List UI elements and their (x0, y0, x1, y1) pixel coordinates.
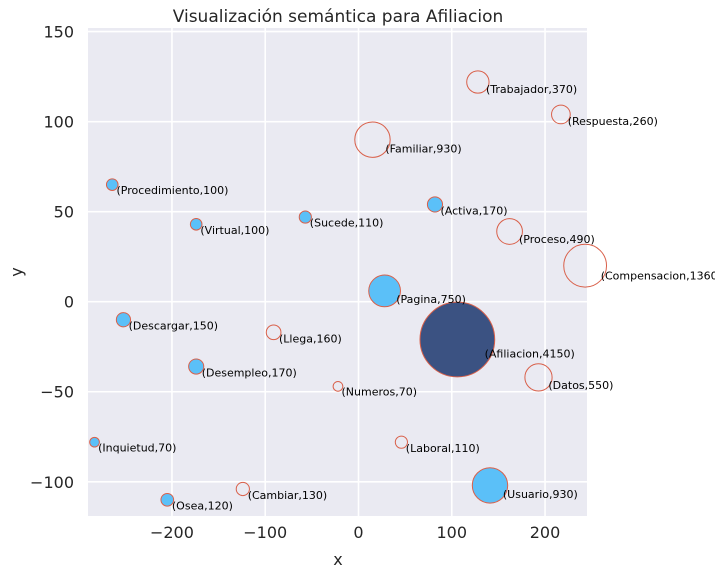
y-tick-label: −100 (30, 473, 74, 492)
data-point-activa (426, 196, 444, 213)
point-label-numeros: (Numeros,70) (342, 386, 418, 399)
x-tick-label: −100 (243, 523, 287, 542)
point-label-virtual: (Virtual,100) (200, 224, 269, 237)
y-tick-label: −50 (40, 383, 74, 402)
point-label-llega: (Llega,160) (279, 332, 342, 345)
data-point-usuario (471, 467, 509, 504)
point-label-compensacion: (Compensacion,1360) (601, 270, 715, 283)
y-tick-label: 150 (43, 23, 74, 42)
point-label-pagina: (Pagina,750) (396, 293, 466, 306)
point-label-osea: (Osea,120) (172, 500, 233, 513)
chart-title: Visualización semántica para Afiliacion (173, 7, 504, 27)
data-point-procedimiento (105, 178, 119, 191)
grid-lines (88, 28, 587, 516)
point-label-respuesta: (Respuesta,260) (568, 115, 658, 128)
x-axis-label: x (333, 550, 342, 569)
x-axis-ticks: −200 −100 0 100 200 (150, 523, 560, 542)
data-point-inquietud (89, 436, 100, 448)
data-point-llega (265, 324, 282, 341)
data-point-trabajador (466, 70, 490, 94)
x-tick-label: 100 (436, 523, 467, 542)
y-tick-label: 100 (43, 113, 74, 132)
point-label-sucede: (Sucede,110) (310, 217, 384, 230)
data-point-descargar (115, 312, 132, 328)
point-label-activa: (Activa,170) (441, 205, 508, 218)
point-label-trabajador: (Trabajador,370) (486, 83, 577, 96)
y-axis-ticks: −100 −50 0 50 100 150 (30, 23, 74, 492)
data-point-desempleo (188, 358, 205, 375)
y-tick-label: 50 (54, 203, 74, 222)
point-label-desempleo: (Desempleo,170) (202, 367, 297, 380)
x-tick-label: 200 (530, 523, 561, 542)
point-label-procedimiento: (Procedimiento,100) (117, 184, 229, 197)
point-labels: (Afiliacion,4150) (Trabajador,370) (Respue… (98, 83, 715, 513)
point-label-laboral: (Laboral,110) (406, 442, 480, 455)
data-point-osea (160, 492, 175, 507)
point-label-usuario: (Usuario,930) (503, 488, 578, 501)
point-label-descargar: (Descargar,150) (129, 320, 218, 333)
data-point-laboral (394, 435, 408, 449)
x-tick-label: 0 (353, 523, 363, 542)
x-tick-label: −200 (150, 523, 194, 542)
y-tick-label: 0 (64, 293, 74, 312)
data-point-respuesta (551, 104, 571, 125)
data-point-sucede (298, 210, 312, 224)
data-point-proceso (496, 218, 523, 245)
data-point-compensacion (563, 243, 608, 288)
data-point-virtual (189, 217, 203, 231)
point-label-inquietud: (Inquietud,70) (98, 442, 176, 455)
data-point-afiliacion (419, 301, 496, 378)
data-point-datos (524, 363, 553, 392)
point-label-datos: (Datos,550) (548, 379, 613, 392)
data-point-numeros (332, 380, 344, 392)
data-point-pagina (368, 274, 401, 308)
point-label-cambiar: (Cambiar,130) (248, 489, 328, 502)
data-points (89, 70, 608, 507)
point-label-afiliacion: (Afiliacion,4150) (485, 348, 575, 361)
y-axis-label: y (7, 267, 26, 276)
point-label-proceso: (Proceso,490) (519, 233, 595, 246)
data-point-cambiar (235, 481, 250, 497)
point-label-familiar: (Familiar,930) (385, 142, 461, 155)
data-point-familiar (354, 121, 391, 158)
